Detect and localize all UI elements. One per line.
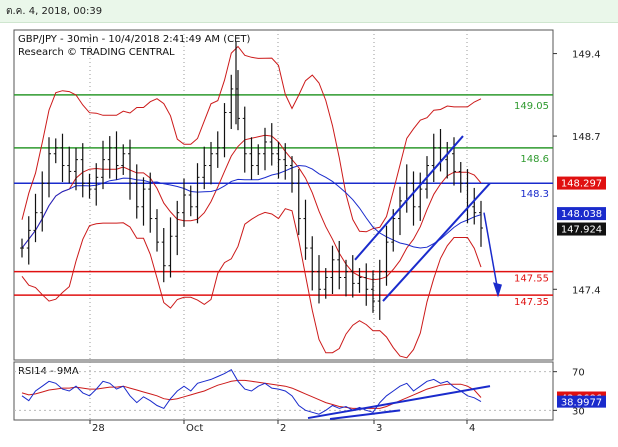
x-tick-label: Oct	[186, 423, 203, 434]
moving-average-line	[21, 164, 482, 249]
rsi-trendline	[307, 385, 491, 420]
price-tag-label: 148.297	[561, 179, 602, 190]
price-tag-box	[557, 222, 606, 236]
rsi-tick-label: 30	[572, 406, 585, 417]
y-tick-label: 149.4	[572, 50, 601, 61]
channel-lower-line	[382, 182, 491, 302]
rsi-trendline-2	[329, 409, 401, 421]
bollinger-upper-band	[21, 45, 482, 233]
price-tag-box	[557, 207, 606, 221]
bollinger-lower-band	[21, 208, 482, 359]
rsi-ma-line	[21, 379, 482, 409]
price-tag-box	[557, 176, 606, 190]
level-label: 147.55	[514, 274, 549, 285]
level-label: 148.3	[520, 189, 549, 200]
rsi-tick-label: 70	[572, 368, 585, 379]
chart-subtitle: Research © TRADING CENTRAL	[18, 47, 175, 58]
rsi-label: RSI14 - 9MA	[18, 366, 79, 377]
level-label: 149.05	[514, 101, 549, 112]
chart-title: GBP/JPY - 30min - 10/4/2018 2:41:49 AM (…	[18, 34, 251, 45]
level-label: 148.6	[520, 154, 549, 165]
chart: 28 Oct 2 3 4 149.4 148.7 147.4 GBP/JPY - 30min -…	[13, 29, 606, 434]
channel-upper-line	[354, 135, 464, 261]
level-label: 147.35	[514, 297, 549, 308]
price-tag-label: 148.038	[561, 209, 602, 220]
x-tick-label: 4	[469, 423, 475, 434]
rsi-tag-label: 38.9977	[561, 398, 602, 409]
x-tick-label: 2	[280, 423, 286, 434]
price-tag-label: 147.924	[561, 225, 602, 236]
x-tick-label: 3	[376, 423, 382, 434]
timestamp-text: ต.ค. 4, 2018, 00:39	[6, 6, 103, 17]
y-tick-label: 148.7	[572, 132, 601, 143]
timestamp-bar: ต.ค. 4, 2018, 00:39	[0, 0, 618, 23]
rsi-line	[21, 369, 482, 415]
forecast-arrow-line	[483, 212, 499, 292]
y-tick-label: 147.4	[572, 285, 601, 296]
forecast-arrow-head	[493, 282, 502, 298]
x-tick-label: 28	[92, 423, 105, 434]
rsi-tag-box	[557, 395, 606, 408]
price-panel-frame	[13, 29, 554, 361]
